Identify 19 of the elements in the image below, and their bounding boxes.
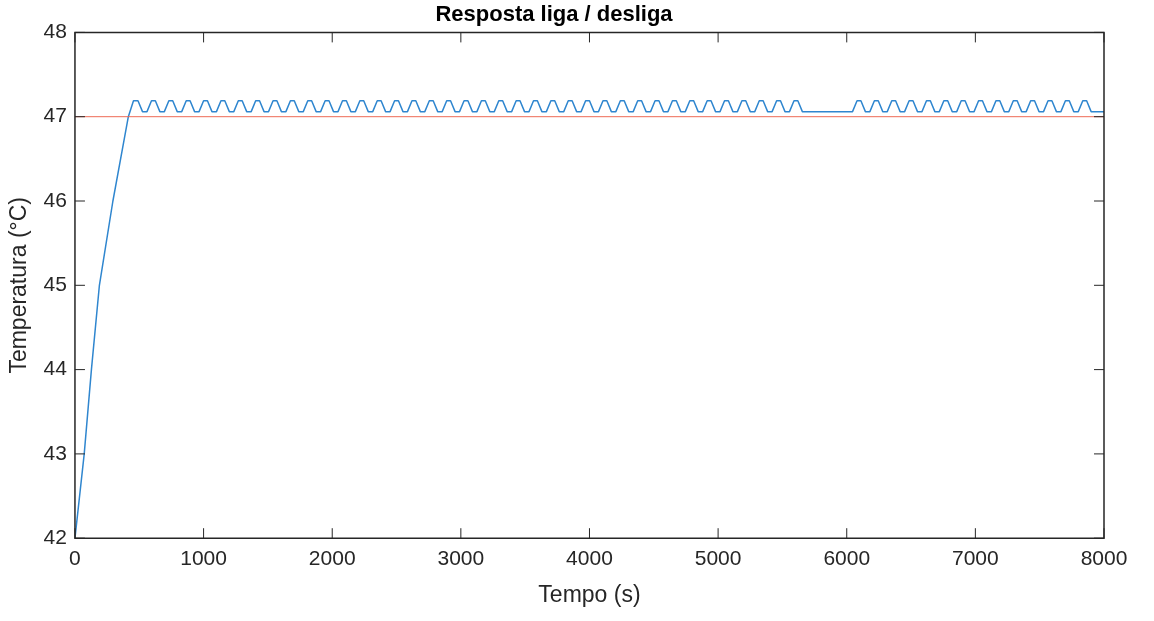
x-tick-label: 6000 [823, 545, 871, 569]
x-tick-label: 3000 [437, 545, 485, 569]
y-tick-label: 46 [43, 187, 67, 211]
x-tick-label: 7000 [952, 545, 999, 569]
x-tick-label: 1000 [180, 545, 227, 569]
x-axis-title: Tempo (s) [538, 580, 641, 607]
y-tick-label: 45 [43, 272, 67, 296]
y-tick-label: 47 [43, 103, 67, 127]
x-tick-label: 4000 [566, 545, 613, 569]
y-tick-label: 44 [43, 356, 68, 380]
x-tick-label: 8000 [1080, 545, 1128, 569]
chart-title: Resposta liga / desliga [435, 1, 674, 27]
y-axis-title: Temperatura (°C) [5, 196, 32, 374]
x-tick-label: 5000 [694, 545, 742, 569]
y-tick-label: 43 [43, 440, 67, 464]
y-tick-label: 48 [43, 19, 67, 43]
x-tick-label: 0 [69, 545, 81, 569]
x-tick-label: 2000 [308, 545, 356, 569]
y-tick-label: 42 [43, 525, 67, 548]
